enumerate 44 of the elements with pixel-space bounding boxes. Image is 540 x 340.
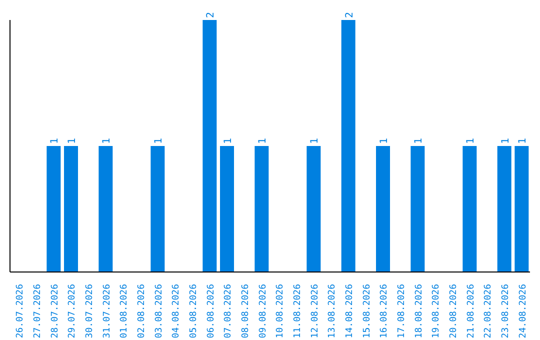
x-tick-label: 10.08.2026: [276, 284, 286, 338]
x-tick-label: 05.08.2026: [189, 284, 199, 338]
x-tick-label: 28.07.2026: [50, 284, 60, 338]
data-label: 1: [310, 138, 321, 144]
x-tick-label: 18.08.2026: [414, 284, 424, 338]
data-label: 1: [154, 138, 165, 144]
data-label: 1: [500, 138, 512, 144]
x-tick-label: 06.08.2026: [206, 284, 216, 338]
x-tick-label: 26.07.2026: [16, 284, 26, 338]
x-tick-label: 31.07.2026: [102, 284, 112, 338]
data-label: 2: [206, 12, 217, 18]
x-tick-label: 23.08.2026: [501, 284, 511, 338]
data-label: 1: [414, 138, 425, 144]
data-label: 2: [344, 12, 356, 18]
x-tick-label: 16.08.2026: [380, 284, 390, 338]
data-label: 1: [102, 138, 113, 144]
data-label: 1: [518, 138, 529, 144]
x-tick-label: 11.08.2026: [293, 284, 303, 338]
x-tick-label: 03.08.2026: [154, 284, 164, 338]
data-label: 1: [466, 138, 477, 144]
x-tick-label: 08.08.2026: [241, 284, 251, 338]
x-tick-label: 07.08.2026: [224, 284, 234, 338]
x-tick-label: 27.07.2026: [33, 284, 43, 338]
x-tick-label: 15.08.2026: [362, 284, 372, 338]
x-tick-label: 24.08.2026: [518, 284, 528, 338]
x-tick-label: 19.08.2026: [432, 284, 442, 338]
data-label: 1: [50, 138, 61, 144]
data-label: 1: [223, 138, 234, 144]
x-tick-label: 20.08.2026: [449, 284, 459, 338]
x-tick-label: 13.08.2026: [328, 284, 338, 338]
x-tick-label: 22.08.2026: [484, 284, 494, 338]
data-label: 1: [258, 138, 269, 144]
x-tick-label: 04.08.2026: [172, 284, 182, 338]
x-tick-label: 01.08.2026: [120, 284, 130, 338]
x-tick-label: 12.08.2026: [310, 284, 320, 338]
x-tick-label: 09.08.2026: [258, 284, 268, 338]
data-label: 1: [379, 138, 390, 144]
data-label: 1: [67, 138, 78, 144]
x-tick-label: 14.08.2026: [345, 284, 355, 338]
x-tick-label: 29.07.2026: [68, 284, 78, 338]
x-tick-label: 30.07.2026: [85, 284, 95, 338]
x-tick-label: 02.08.2026: [137, 284, 147, 338]
x-tick-label: 21.08.2026: [466, 284, 476, 338]
x-tick-label: 17.08.2026: [397, 284, 407, 338]
